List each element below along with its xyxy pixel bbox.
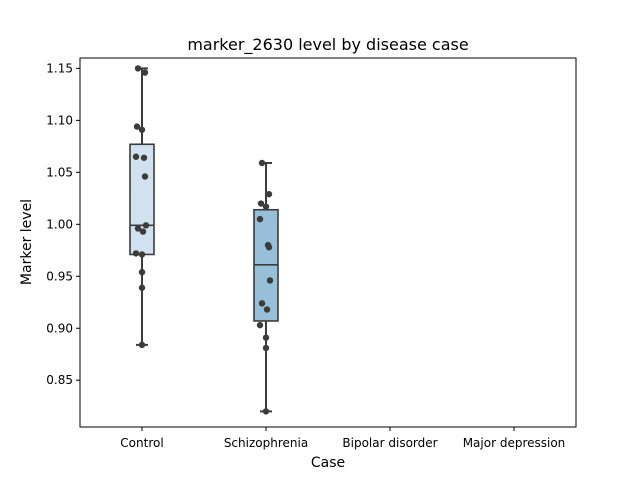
y-tick-label: 1.00 — [46, 217, 73, 231]
data-point — [134, 65, 142, 72]
x-tick-label: Bipolar disorder — [342, 436, 437, 450]
data-point — [138, 126, 146, 133]
data-point — [142, 222, 150, 229]
data-point — [262, 344, 270, 352]
points-control — [132, 65, 150, 349]
data-point — [262, 334, 270, 341]
data-point — [134, 225, 142, 232]
x-axis-label: Case — [311, 455, 345, 471]
y-tick-label: 1.05 — [46, 165, 73, 179]
plot-area — [129, 65, 279, 415]
data-point — [132, 250, 140, 257]
y-tick-label: 0.95 — [46, 269, 73, 283]
data-point — [133, 123, 141, 130]
data-point — [258, 300, 266, 307]
y-tick-label: 1.10 — [46, 113, 73, 127]
data-point — [262, 408, 270, 415]
data-point — [263, 306, 271, 313]
data-point — [141, 173, 149, 180]
x-axis: Control Schizophrenia Bipolar disorder Majo… — [120, 427, 565, 450]
x-tick-label: Major depression — [463, 436, 566, 450]
box-control — [129, 67, 155, 346]
box-schizophrenia — [253, 161, 279, 413]
data-point — [257, 200, 265, 207]
data-point — [258, 159, 266, 167]
data-point — [138, 251, 146, 258]
y-axis: 0.85 0.90 0.95 1.00 1.05 1.10 1.15 — [46, 61, 80, 387]
x-tick-label: Control — [120, 436, 163, 450]
y-axis-label: Marker level — [19, 199, 35, 285]
box-iqr — [129, 143, 155, 256]
y-tick-label: 1.15 — [46, 61, 73, 75]
data-point — [138, 341, 146, 349]
points-schizophrenia — [256, 159, 274, 415]
data-point — [256, 321, 264, 329]
data-point — [256, 215, 264, 223]
plot-frame — [79, 57, 577, 428]
data-point — [265, 243, 273, 251]
data-point — [132, 153, 140, 160]
data-point — [140, 154, 148, 161]
chart-title: marker_2630 level by disease case — [187, 35, 468, 55]
data-point — [141, 69, 149, 76]
data-point — [139, 228, 147, 235]
y-tick-label: 0.90 — [46, 321, 73, 335]
data-point — [138, 268, 146, 276]
data-point — [266, 277, 274, 284]
data-point — [138, 284, 146, 291]
y-tick-label: 0.85 — [46, 373, 73, 387]
data-point — [265, 190, 273, 198]
x-tick-label: Schizophrenia — [224, 436, 308, 450]
data-point — [262, 203, 270, 210]
